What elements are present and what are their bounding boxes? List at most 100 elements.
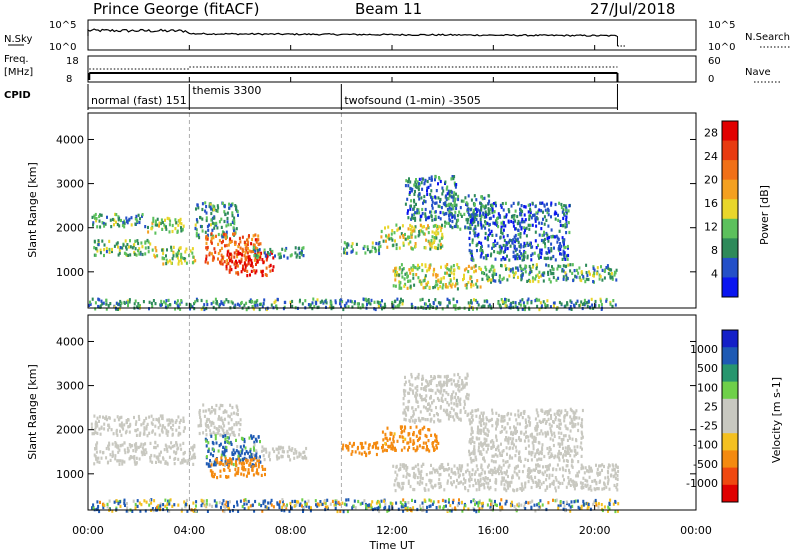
range-cell [493,272,496,276]
range-cell [527,473,530,477]
range-cell [416,393,419,397]
range-cell [241,235,244,239]
power-colorbar-swatch-8 [722,277,738,298]
range-cell [115,301,118,305]
range-cell [277,451,280,455]
range-cell [215,501,218,505]
range-cell [558,452,561,456]
range-cell [345,444,347,448]
range-cell [286,450,289,454]
range-cell [136,428,139,432]
range-cell [196,203,199,207]
range-cell [475,298,477,303]
range-cell [444,283,447,287]
range-cell [413,212,416,217]
range-cell [450,467,453,471]
range-cell [237,245,240,249]
range-cell [254,246,257,250]
range-cell [334,301,337,305]
range-cell [580,467,583,471]
range-cell [560,452,562,456]
range-cell [295,503,298,507]
range-cell [233,232,236,236]
range-cell [105,446,108,451]
range-cell [127,418,129,422]
range-cell [217,232,220,237]
power-colorbar-swatch-4 [722,199,738,220]
range-cell [161,416,164,421]
range-cell [492,243,495,247]
range-cell [153,499,156,503]
range-cell [142,300,145,304]
range-cell [420,196,423,200]
range-cell [154,302,157,306]
range-cell [101,221,104,225]
range-cell [175,428,178,432]
range-cell [137,249,139,253]
range-cell [451,204,454,208]
range-cell [421,263,424,267]
range-cell [529,433,532,437]
range-cell [566,459,569,463]
range-cell [243,452,246,456]
range-cell [562,459,565,463]
range-cell [206,233,209,237]
range-cell [111,217,114,222]
range-cell [441,192,444,196]
range-cell [564,257,567,261]
range-cell [121,223,124,228]
range-cell [463,385,466,389]
range-cell [234,265,237,270]
range-cell [418,177,421,181]
range-cell [345,301,348,305]
range-cell [531,478,534,483]
range-cell [97,504,100,509]
range-cell [381,299,383,303]
range-cell [436,224,439,228]
range-cell [407,448,409,452]
range-cell [600,265,602,269]
range-cell [421,501,424,505]
range-cell [416,400,419,404]
range-cell [412,409,415,414]
range-cell [524,457,527,461]
range-cell [485,422,488,426]
range-cell [294,448,297,452]
range-cell [498,279,501,283]
range-cell [205,439,208,443]
range-cell [503,483,506,487]
range-cell [227,465,230,470]
range-cell [529,223,532,227]
range-cell [512,300,515,305]
range-cell [557,412,560,416]
range-cell [401,464,404,468]
range-cell [413,420,416,424]
range-cell [584,280,587,284]
range-cell [151,221,154,225]
scatter-band-0 [91,212,147,229]
range-cell [523,205,526,209]
range-cell [407,180,410,184]
range-cell [502,463,505,467]
range-cell [512,201,515,205]
range-cell [257,238,260,242]
range-cell [502,235,505,239]
range-cell [396,270,399,275]
range-cell [475,464,478,468]
range-cell [518,469,521,473]
range-cell [467,489,470,493]
range-cell [98,509,101,514]
range-cell [166,216,169,220]
range-cell [591,303,594,307]
power-data-layer [88,113,618,312]
range-cell [557,213,559,217]
range-cell [561,224,564,228]
range-cell [445,377,448,381]
range-cell [330,304,333,308]
range-cell [569,454,572,458]
station-title: Prince George (fitACF) [93,0,259,18]
range-cell [504,249,506,254]
range-cell [548,446,551,450]
range-cell [500,221,503,225]
range-cell [413,476,416,480]
